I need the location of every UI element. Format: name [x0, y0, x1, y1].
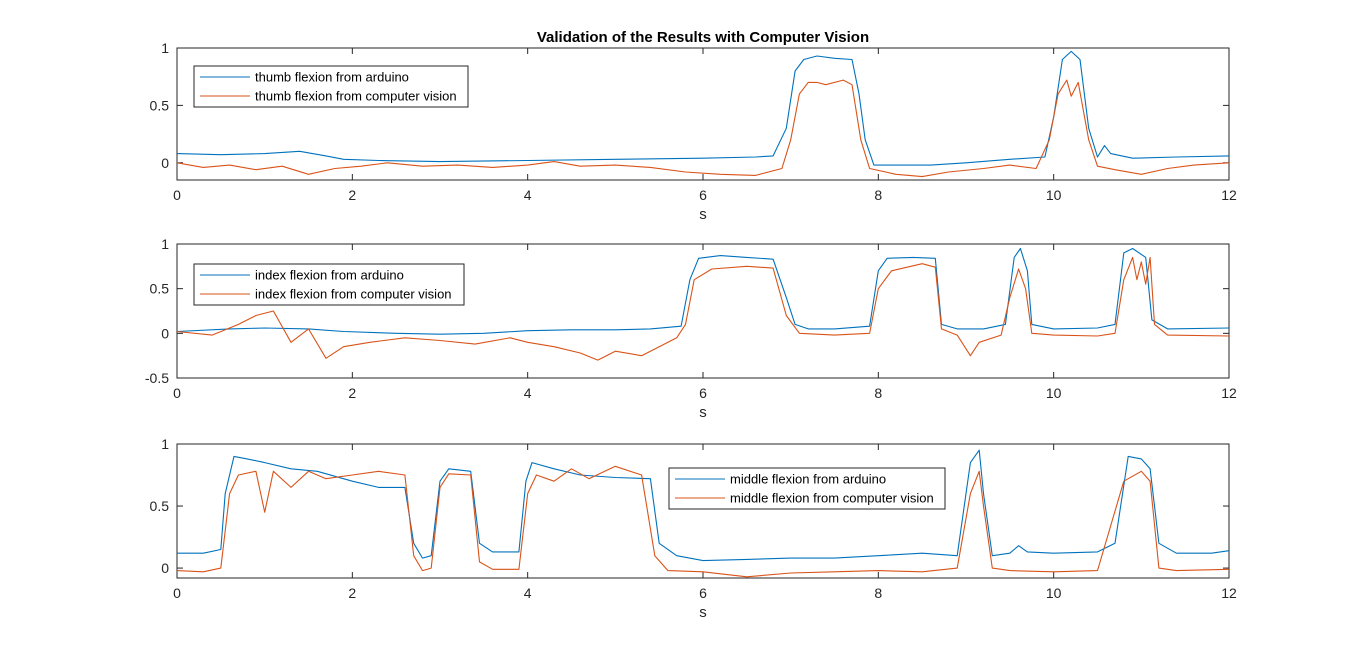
legend-entry-label: middle flexion from arduino [730, 472, 886, 487]
x-tick-label: 8 [874, 385, 882, 401]
x-tick-label: 2 [348, 187, 356, 203]
y-tick-label: 0 [161, 155, 169, 171]
legend-entry-label: index flexion from arduino [255, 268, 404, 283]
x-tick-label: 10 [1046, 585, 1062, 601]
legend-box [193, 263, 465, 306]
y-tick-label: 0.5 [150, 498, 170, 514]
y-tick-label: 0.5 [150, 281, 170, 297]
x-axis-label: s [699, 604, 707, 621]
x-tick-label: 10 [1046, 385, 1062, 401]
y-tick-label: -0.5 [145, 370, 169, 386]
legend: middle flexion from arduino middle flexio… [668, 467, 946, 510]
x-tick-label: 0 [173, 585, 181, 601]
x-tick-label: 2 [348, 385, 356, 401]
series-line-arduino [177, 247, 1229, 335]
subplot-1: 0 2 4 6 8 10 12 0 0.5 1 s thumb flexion from arduin… [150, 40, 1237, 223]
legend: thumb flexion from arduino thumb flexion … [193, 65, 469, 108]
plot-area-frame [176, 443, 1230, 579]
legend-box [668, 467, 946, 510]
y-tick-label: 1 [161, 236, 169, 252]
series-line-computer-vision [177, 256, 1229, 361]
legend-entry-label: index flexion from computer vision [255, 287, 452, 302]
legend-entry-label: thumb flexion from computer vision [255, 89, 457, 104]
legend: index flexion from arduino index flexion … [193, 263, 465, 306]
x-tick-label: 6 [699, 187, 707, 203]
x-tick-label: 0 [173, 187, 181, 203]
legend-entry-label: thumb flexion from arduino [255, 70, 409, 85]
x-tick-label: 6 [699, 385, 707, 401]
x-tick-label: 8 [874, 585, 882, 601]
y-tick-label: 1 [161, 40, 169, 56]
y-tick-label: 0 [161, 560, 169, 576]
x-tick-label: 10 [1046, 187, 1062, 203]
x-tick-label: 12 [1221, 385, 1237, 401]
x-tick-label: 4 [524, 187, 532, 203]
x-tick-label: 12 [1221, 585, 1237, 601]
y-tick-label: 0.5 [150, 97, 170, 113]
series-line-arduino [177, 50, 1229, 166]
x-tick-label: 4 [524, 385, 532, 401]
legend-box [193, 65, 469, 108]
x-tick-label: 2 [348, 585, 356, 601]
series-line-computer-vision [177, 79, 1229, 178]
figure-title: Validation of the Results with Computer … [537, 29, 869, 46]
legend-entry-label: middle flexion from computer vision [730, 491, 934, 506]
y-tick-label: 1 [161, 436, 169, 452]
x-axis-label: s [699, 404, 707, 421]
series-line-computer-vision [177, 465, 1229, 578]
x-tick-label: 4 [524, 585, 532, 601]
series-line-arduino [177, 449, 1229, 562]
y-tick-label: 0 [161, 325, 169, 341]
x-axis-label: s [699, 206, 707, 223]
x-tick-label: 8 [874, 187, 882, 203]
x-tick-label: 12 [1221, 187, 1237, 203]
subplot-3: 0 2 4 6 8 10 12 0 0.5 1 s middle flexion from ardui… [150, 436, 1237, 621]
x-tick-label: 6 [699, 585, 707, 601]
x-tick-label: 0 [173, 385, 181, 401]
